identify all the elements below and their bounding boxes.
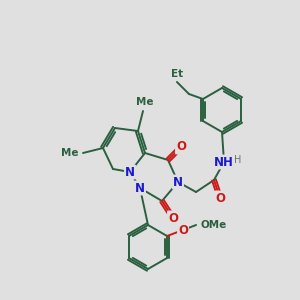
Text: Me: Me bbox=[136, 97, 154, 107]
Text: NH: NH bbox=[214, 155, 234, 169]
Text: Me: Me bbox=[61, 148, 79, 158]
Text: N: N bbox=[125, 166, 135, 178]
Text: OMe: OMe bbox=[200, 220, 226, 230]
Text: N: N bbox=[135, 182, 145, 194]
Text: N: N bbox=[173, 176, 183, 188]
Text: H: H bbox=[234, 155, 242, 165]
Text: Et: Et bbox=[171, 69, 183, 79]
Text: O: O bbox=[178, 224, 188, 236]
Text: O: O bbox=[176, 140, 186, 154]
Text: O: O bbox=[215, 191, 225, 205]
Text: O: O bbox=[168, 212, 178, 224]
